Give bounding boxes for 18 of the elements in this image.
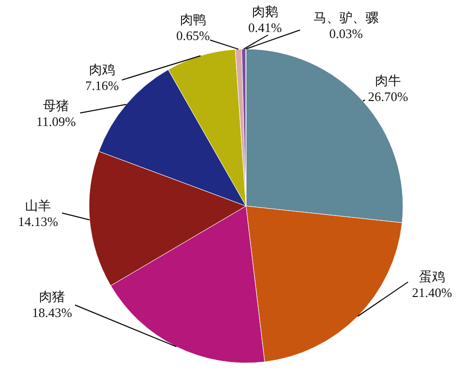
slice-label: 马、驴、骡 [314,10,378,25]
slice-label: 肉牛 [375,73,401,88]
data-label: 14.13% [18,214,58,229]
data-label: 26.70% [368,89,408,104]
slice-label: 蛋鸡 [419,269,445,284]
data-label: 7.16% [85,78,119,93]
slice-label: 肉鸡 [89,62,115,77]
slice-label: 山羊 [25,198,51,213]
data-label: 21.40% [412,285,452,300]
data-label: 0.41% [248,20,282,35]
data-label: 0.65% [176,28,210,43]
slice-label: 肉鸭 [180,12,206,27]
slice-label: 肉鹅 [252,4,278,19]
slice-label: 肉猪 [39,289,65,304]
slice-label: 母猪 [43,98,69,113]
data-label: 11.09% [36,114,76,129]
data-label: 0.03% [329,26,363,41]
data-label: 18.43% [32,305,72,320]
